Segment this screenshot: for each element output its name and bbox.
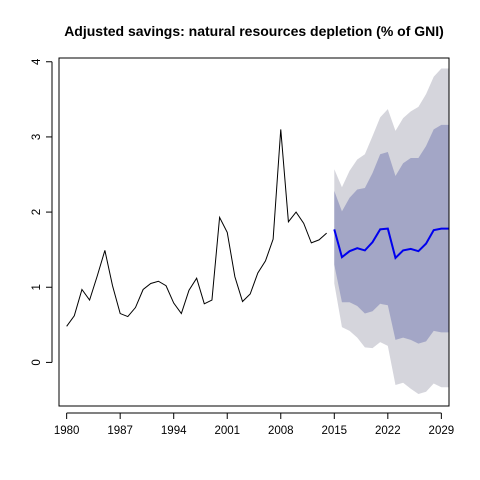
confidence-bands <box>334 69 449 394</box>
history-line <box>67 129 327 326</box>
x-tick-label: 2022 <box>375 425 401 437</box>
y-tick-label: 2 <box>31 209 43 215</box>
y-tick-label: 3 <box>31 134 43 140</box>
x-tick-label: 1980 <box>54 425 80 437</box>
x-tick-label: 2015 <box>321 425 347 437</box>
y-tick-label: 1 <box>31 284 43 290</box>
y-tick-label: 0 <box>31 359 43 365</box>
chart-title: Adjusted savings: natural resources depl… <box>64 23 444 39</box>
x-tick-label: 1987 <box>107 425 133 437</box>
x-tick-label: 2001 <box>214 425 240 437</box>
x-tick-label: 2029 <box>429 425 455 437</box>
x-tick-label: 1994 <box>161 425 187 437</box>
y-tick-label: 4 <box>31 58 43 65</box>
x-tick-label: 2008 <box>268 425 294 437</box>
